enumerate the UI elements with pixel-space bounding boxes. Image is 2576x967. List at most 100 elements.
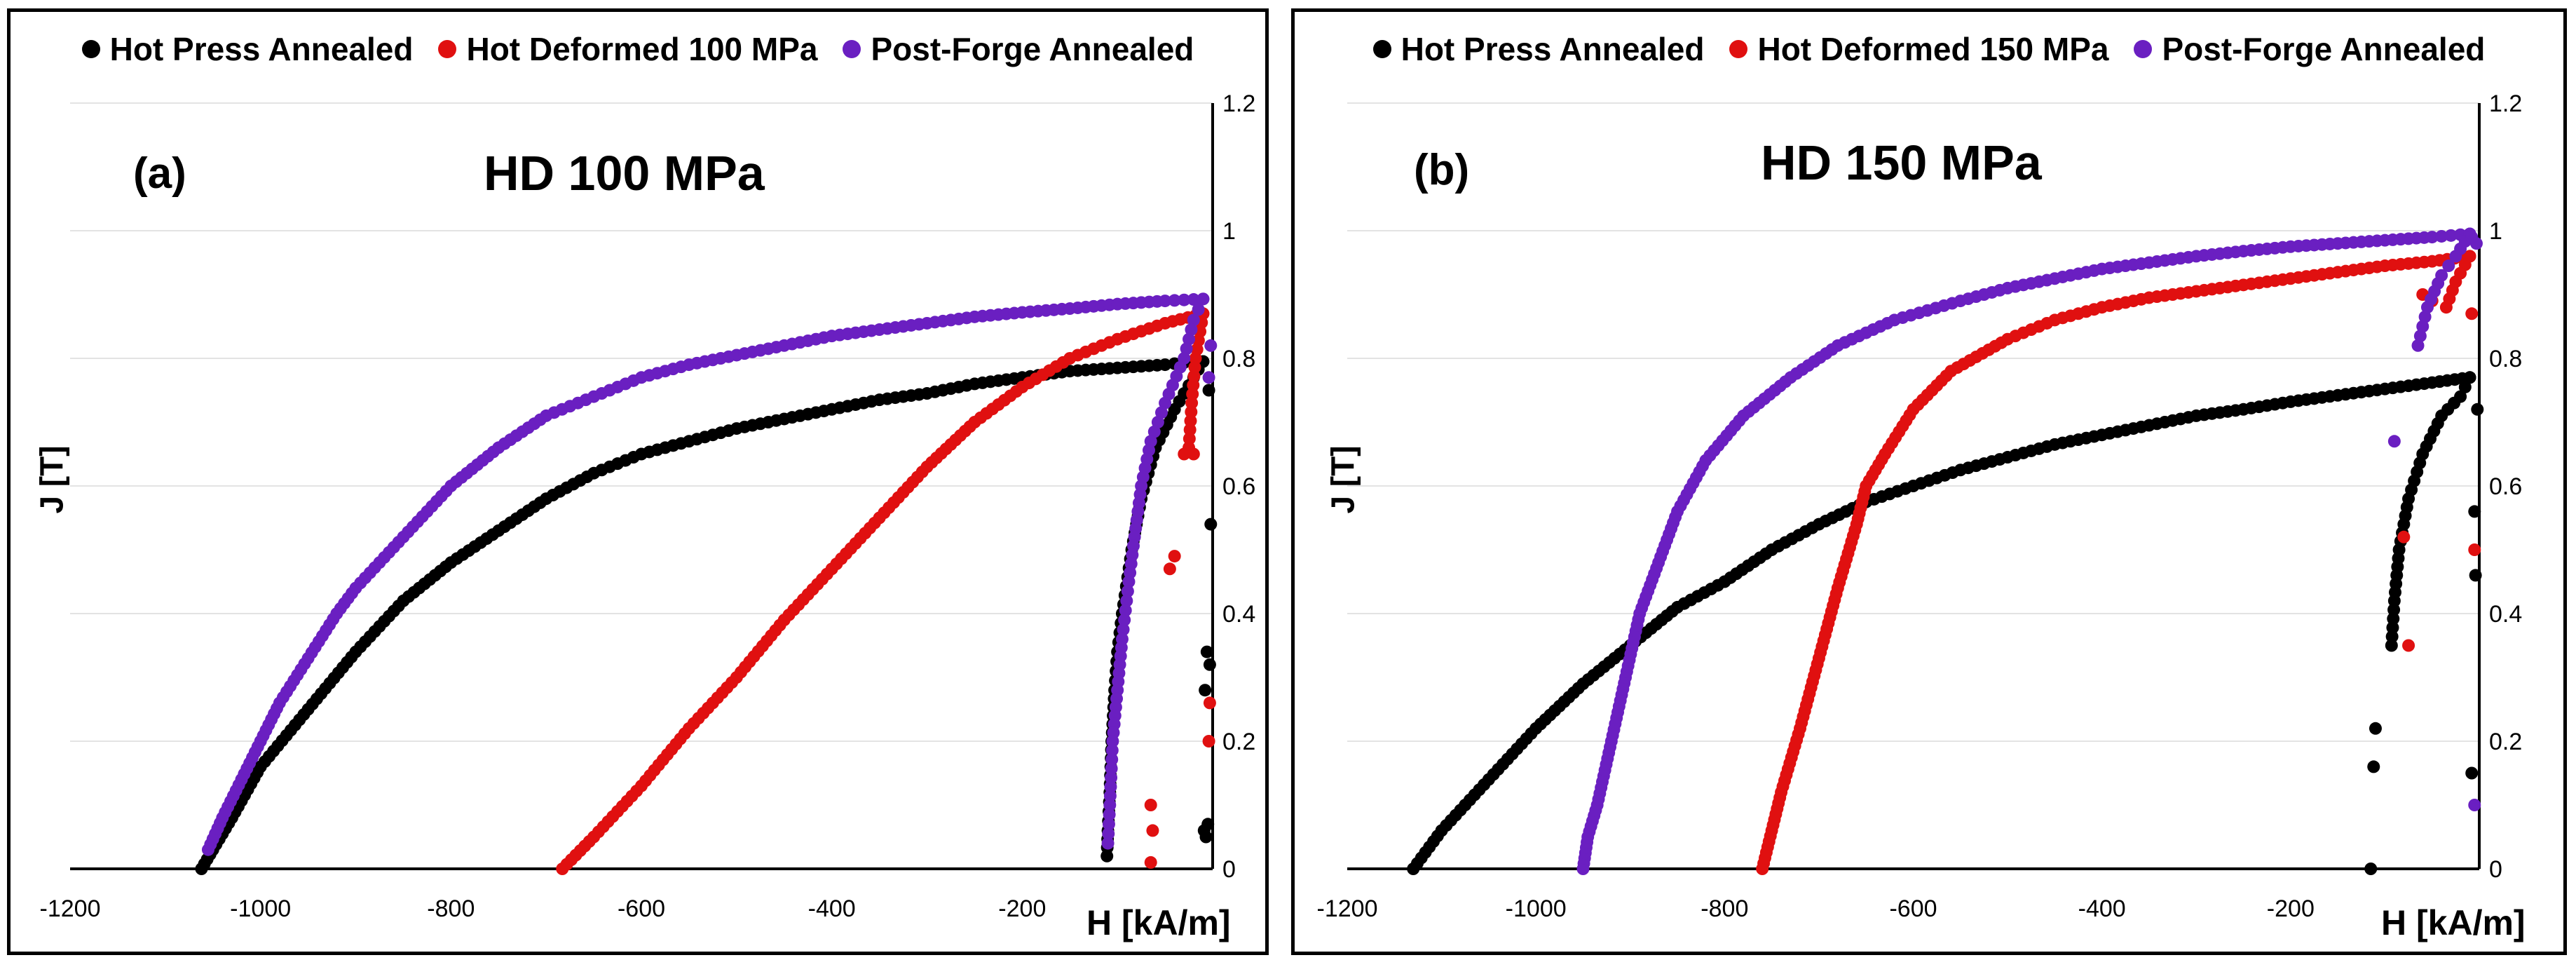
legend-label: Hot Deformed 150 MPa xyxy=(1757,31,2109,67)
x-axis-label: H [kA/m] xyxy=(1086,903,1231,942)
data-point xyxy=(2471,403,2484,416)
data-point xyxy=(1197,292,1210,306)
data-point xyxy=(1200,645,1213,658)
data-point xyxy=(1204,339,1218,352)
legend-label: Hot Press Annealed xyxy=(109,31,414,67)
data-point xyxy=(2435,229,2448,243)
data-point xyxy=(1144,799,1157,811)
legend-marker-purple xyxy=(843,40,861,58)
data-point xyxy=(1202,371,1215,384)
data-point xyxy=(1106,735,1119,748)
data-point xyxy=(2387,612,2400,625)
y-tick-label: 0.2 xyxy=(1222,729,1255,755)
y-axis-label: J [T] xyxy=(1324,445,1361,514)
data-point xyxy=(2413,330,2427,343)
x-tick-label: -800 xyxy=(427,895,475,922)
x-tick-label: -1200 xyxy=(40,895,101,922)
data-point xyxy=(1197,824,1211,837)
data-point xyxy=(1144,856,1157,869)
legend-label: Post-Forge Annealed xyxy=(871,31,1194,67)
data-point xyxy=(1105,753,1119,766)
data-point xyxy=(2420,301,2434,314)
data-point xyxy=(2402,639,2415,652)
panel-label: (b) xyxy=(1414,146,1470,194)
data-point xyxy=(2425,231,2439,244)
data-point xyxy=(1147,425,1161,438)
chart-title: HD 100 MPa xyxy=(484,146,765,201)
x-tick-label: -400 xyxy=(808,895,856,922)
data-point xyxy=(2411,339,2425,352)
legend-marker-black xyxy=(1372,40,1391,58)
x-tick-label: -200 xyxy=(2267,895,2315,922)
data-point xyxy=(1159,396,1172,410)
data-point xyxy=(1119,604,1132,617)
data-point xyxy=(1120,594,1133,607)
data-point xyxy=(2458,380,2472,393)
legend-label: Hot Press Annealed xyxy=(1401,31,1705,67)
data-point xyxy=(2468,543,2481,556)
plot-area: 0 0.2 0.4 0.6 0.8 1 1.2 -1200 -1000 -800 -600 -400 -… xyxy=(1317,90,2523,922)
data-point xyxy=(2364,863,2378,875)
data-point xyxy=(1187,293,1200,306)
data-point xyxy=(1185,396,1199,410)
data-point xyxy=(1159,358,1172,372)
y-tick-label: 0 xyxy=(2489,856,2502,883)
data-point xyxy=(1103,799,1117,811)
legend-item-hot-deformed: Hot Deformed 100 MPa xyxy=(438,30,817,68)
data-point xyxy=(1121,585,1134,598)
legend-marker-black xyxy=(81,40,100,58)
data-point xyxy=(2387,603,2401,616)
data-point xyxy=(2469,569,2482,582)
data-point xyxy=(1202,384,1215,397)
plot-area: 0 0.2 0.4 0.6 0.8 1 1.2 -1200 -1000 -800 -600 -400 -… xyxy=(40,90,1256,922)
x-tick-label: -1000 xyxy=(1506,895,1567,922)
data-point xyxy=(1183,423,1197,436)
data-point xyxy=(2468,505,2481,518)
y-tick-label: 0.6 xyxy=(1222,473,1255,500)
y-tick-label: 0 xyxy=(1222,856,1236,883)
data-point xyxy=(2387,435,2401,448)
legend-label: Post-Forge Annealed xyxy=(2162,31,2486,67)
data-point xyxy=(2387,594,2401,607)
data-point xyxy=(1118,614,1131,627)
data-point xyxy=(2442,259,2455,273)
data-point xyxy=(2439,301,2453,314)
data-point xyxy=(1168,550,1181,563)
data-point xyxy=(1168,294,1181,307)
panel-label: (a) xyxy=(133,149,186,198)
data-point xyxy=(1100,849,1114,863)
chart-title: HD 150 MPa xyxy=(1761,135,2042,190)
legend-item-hot-press: Hot Press Annealed xyxy=(1372,30,1705,68)
y-tick-label: 0.8 xyxy=(2489,346,2522,372)
data-point xyxy=(1122,575,1136,588)
data-point xyxy=(1203,658,1216,671)
data-point xyxy=(1102,827,1115,840)
data-point xyxy=(1105,744,1119,757)
legend-marker-purple xyxy=(2134,40,2153,58)
data-point xyxy=(1159,295,1172,308)
x-tick-label: -1200 xyxy=(1317,895,1378,922)
data-point xyxy=(1178,293,1191,306)
data-point xyxy=(1104,780,1117,793)
data-point xyxy=(1203,696,1216,710)
data-point xyxy=(2385,639,2398,652)
data-point xyxy=(1184,414,1197,428)
x-tick-label: -400 xyxy=(2078,895,2126,922)
x-tick-label: -600 xyxy=(1889,895,1937,922)
data-point xyxy=(2465,231,2479,244)
data-point xyxy=(2386,621,2399,635)
data-point xyxy=(2463,371,2476,384)
legend-item-post-forge: Post-Forge Annealed xyxy=(2134,30,2485,68)
legend-marker-red xyxy=(1729,40,1748,58)
data-point xyxy=(1101,837,1115,850)
data-point xyxy=(1103,808,1116,821)
y-tick-label: 0.8 xyxy=(1222,346,1255,372)
data-point xyxy=(2367,760,2380,773)
y-tick-label: 1 xyxy=(2489,218,2502,245)
data-point xyxy=(1185,405,1198,419)
legend: Hot Press Annealed Hot Deformed 150 MPa … xyxy=(1309,25,2549,74)
data-point xyxy=(1163,562,1176,576)
data-point xyxy=(1183,432,1196,445)
data-point xyxy=(2449,250,2462,263)
y-tick-label: 0.4 xyxy=(2489,601,2522,628)
